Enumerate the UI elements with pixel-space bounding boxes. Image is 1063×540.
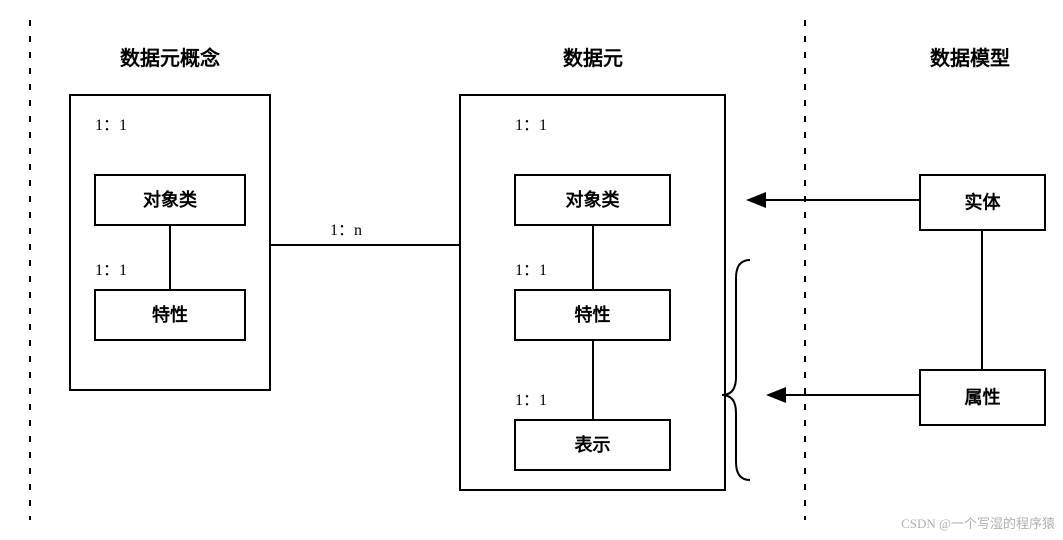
link-label-1n: 1：n [330,222,362,239]
col2-property-label: 特性 [575,304,611,325]
col3-attribute-label: 属性 [965,387,1001,408]
col1-ratio-1: 1：1 [95,262,127,279]
col1-ratio-0: 1：1 [95,117,127,134]
col2-objclass-label: 对象类 [566,189,621,210]
col1-property-label: 特性 [152,304,188,325]
title-col1: 数据元概念 [120,46,220,70]
col2-outer [460,95,725,490]
col2-ratio-1: 1：1 [515,262,547,279]
brace [722,260,750,480]
title-col2: 数据元 [563,46,623,70]
col2-ratio-2: 1：1 [515,392,547,409]
col2-repr-label: 表示 [575,434,611,455]
title-col3: 数据模型 [930,46,1010,70]
col3-entity-label: 实体 [965,192,1002,213]
col1-objclass-label: 对象类 [143,189,198,210]
col2-ratio-0: 1：1 [515,117,547,134]
watermark: CSDN @一个写湿的程序猿 [901,516,1055,531]
